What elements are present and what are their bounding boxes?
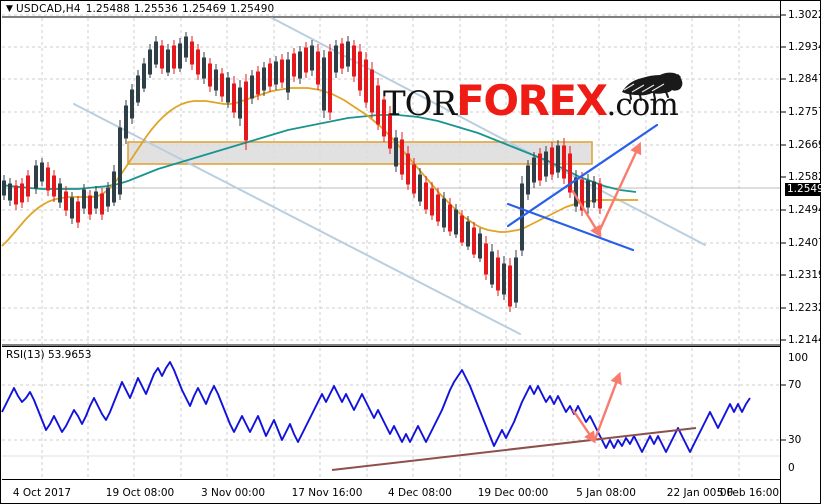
price-axis-label: 1.30220	[788, 9, 821, 21]
time-axis-label: 19 Oct 08:00	[105, 487, 175, 499]
rsi-forecast-arrows	[572, 371, 622, 444]
rsi-axis-label: 0	[788, 462, 795, 474]
price-forecast-arrows	[570, 141, 642, 238]
channel-upper-line	[271, 17, 706, 246]
time-axis-label: 22 Jan 00:00	[666, 487, 734, 499]
triangle-down-icon[interactable]: ▼	[6, 4, 14, 14]
time-axis-label: 17 Nov 16:00	[291, 487, 363, 499]
price-axis-label: 1.26695	[788, 139, 821, 151]
rsi-line	[1, 361, 751, 453]
rsi-axis-label: 70	[788, 379, 802, 391]
channel-lower-line	[73, 103, 521, 335]
price-axis-label: 1.25820	[788, 171, 821, 183]
time-axis-label: 19 Dec 00:00	[477, 487, 549, 499]
price-axis-label: 1.28470	[788, 73, 821, 85]
rsi-forecast-up-arrow	[592, 371, 622, 443]
bearish-candles	[14, 36, 602, 312]
time-axis-label: 5 Feb 16:00	[716, 487, 780, 499]
price-axis-label: 1.24945	[788, 204, 821, 216]
time-axis-label: 4 Dec 08:00	[388, 487, 452, 499]
wedge-lower-line	[506, 202, 635, 252]
chart-header: ▼ USDCAD,H4 1.25488 1.25536 1.25469 1.25490	[6, 3, 278, 15]
price-axis-label: 1.23195	[788, 269, 821, 281]
price-axis-label: 1.21445	[788, 334, 821, 346]
symbol-label[interactable]: USDCAD,H4	[16, 3, 81, 15]
rsi-indicator-label[interactable]: RSI(13) 53.9653	[6, 349, 92, 361]
wedge-upper-line	[506, 123, 659, 228]
high-value: 1.25536	[133, 3, 179, 15]
descending-channel	[73, 17, 706, 335]
rsi-trendline[interactable]	[331, 427, 697, 471]
open-value: 1.25488	[85, 3, 130, 15]
ohlc-values: 1.25488 1.25536 1.25469 1.25490	[86, 3, 279, 15]
axis-ticks	[781, 14, 786, 441]
time-axis-label: 3 Nov 00:00	[200, 487, 266, 499]
price-axis-label: 1.24070	[788, 237, 821, 249]
rsi-axis-label: 100	[788, 352, 809, 364]
bullish-candles	[2, 32, 596, 308]
ma-slow-line	[1, 114, 637, 193]
low-value: 1.25469	[182, 3, 227, 15]
time-axis-label: 5 Jan 08:00	[576, 487, 636, 499]
supply-zone-rect[interactable]	[127, 141, 593, 165]
close-value: 1.25490	[230, 3, 275, 15]
candlestick-series	[2, 32, 602, 312]
price-axis-label: 1.22320	[788, 302, 821, 314]
rsi-forecast-down-arrow	[572, 409, 596, 444]
price-axis-label: 1.29345	[788, 41, 821, 53]
forecast-down-arrow	[570, 189, 602, 238]
rsi-axis-label: 30	[788, 434, 802, 446]
bull-icon	[622, 72, 683, 101]
forecast-up-arrow	[596, 141, 642, 235]
price-axis-label: 1.27570	[788, 106, 821, 118]
current-price-badge: 1.25490	[785, 183, 821, 196]
wedge-trendlines	[506, 123, 659, 252]
time-axis-label: 4 Oct 2017	[12, 487, 72, 499]
